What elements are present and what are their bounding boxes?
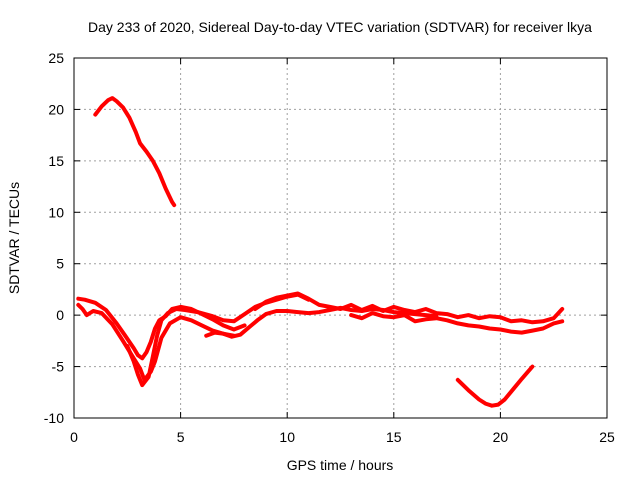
y-tick-label: 0 — [56, 307, 64, 323]
tick-layer: 0 5 10 15 20 25 -10 -5 0 5 10 15 20 25 — [44, 50, 615, 445]
y-axis-label: SDTVAR / TECUs — [6, 182, 22, 294]
y-tick-label: 25 — [48, 50, 64, 66]
x-tick-label: 5 — [177, 429, 185, 445]
plot-frame — [73, 57, 608, 419]
series-line-arc-8 — [455, 364, 535, 408]
x-tick-label: 20 — [493, 429, 509, 445]
y-tick-label: 10 — [48, 204, 64, 220]
y-tick-label: 15 — [48, 153, 64, 169]
x-tick-label: 10 — [279, 429, 295, 445]
x-tick-label: 25 — [599, 429, 615, 445]
y-tick-label: -10 — [44, 410, 64, 426]
series-line-arc-4 — [125, 292, 311, 388]
chart-title: Day 233 of 2020, Sidereal Day-to-day VTE… — [88, 19, 592, 35]
series-line-arc-1 — [93, 96, 177, 208]
series-line-arc-6 — [253, 291, 565, 325]
series-line-arc-5 — [204, 305, 439, 339]
x-tick-label: 0 — [70, 429, 78, 445]
y-tick-label: -5 — [52, 359, 65, 375]
x-tick-label: 15 — [386, 429, 402, 445]
series-line-arc-7 — [349, 311, 565, 335]
grid-layer — [74, 58, 607, 418]
x-axis-label: GPS time / hours — [287, 457, 394, 473]
y-tick-label: 5 — [56, 256, 64, 272]
series-layer — [76, 96, 565, 408]
y-tick-label: 20 — [48, 101, 64, 117]
series-line-arc-2 — [76, 296, 247, 361]
